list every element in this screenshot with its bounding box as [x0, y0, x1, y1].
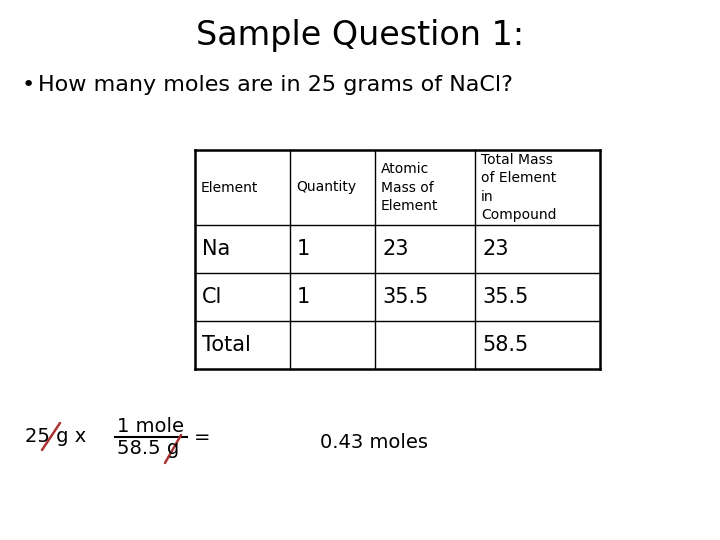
- Text: 58.5: 58.5: [482, 335, 528, 355]
- Text: Quantity: Quantity: [296, 180, 356, 194]
- Text: How many moles are in 25 grams of NaCl?: How many moles are in 25 grams of NaCl?: [38, 75, 513, 95]
- Text: Element: Element: [201, 180, 258, 194]
- Text: Sample Question 1:: Sample Question 1:: [196, 18, 524, 51]
- Text: 23: 23: [382, 239, 408, 259]
- Text: 58.5 g: 58.5 g: [117, 440, 179, 458]
- Text: =: =: [194, 428, 210, 447]
- Text: Atomic
Mass of
Element: Atomic Mass of Element: [381, 162, 438, 213]
- Text: 1: 1: [297, 239, 310, 259]
- Text: 25 g x: 25 g x: [25, 428, 86, 447]
- Text: 1: 1: [297, 287, 310, 307]
- Text: 23: 23: [482, 239, 508, 259]
- Text: 35.5: 35.5: [482, 287, 528, 307]
- Text: Total: Total: [202, 335, 251, 355]
- Text: 0.43 moles: 0.43 moles: [320, 434, 428, 453]
- Text: Na: Na: [202, 239, 230, 259]
- Text: 35.5: 35.5: [382, 287, 428, 307]
- Text: •: •: [22, 75, 35, 95]
- Text: 1 mole: 1 mole: [117, 417, 184, 436]
- Text: Cl: Cl: [202, 287, 222, 307]
- Text: Total Mass
of Element
in
Compound: Total Mass of Element in Compound: [481, 153, 557, 222]
